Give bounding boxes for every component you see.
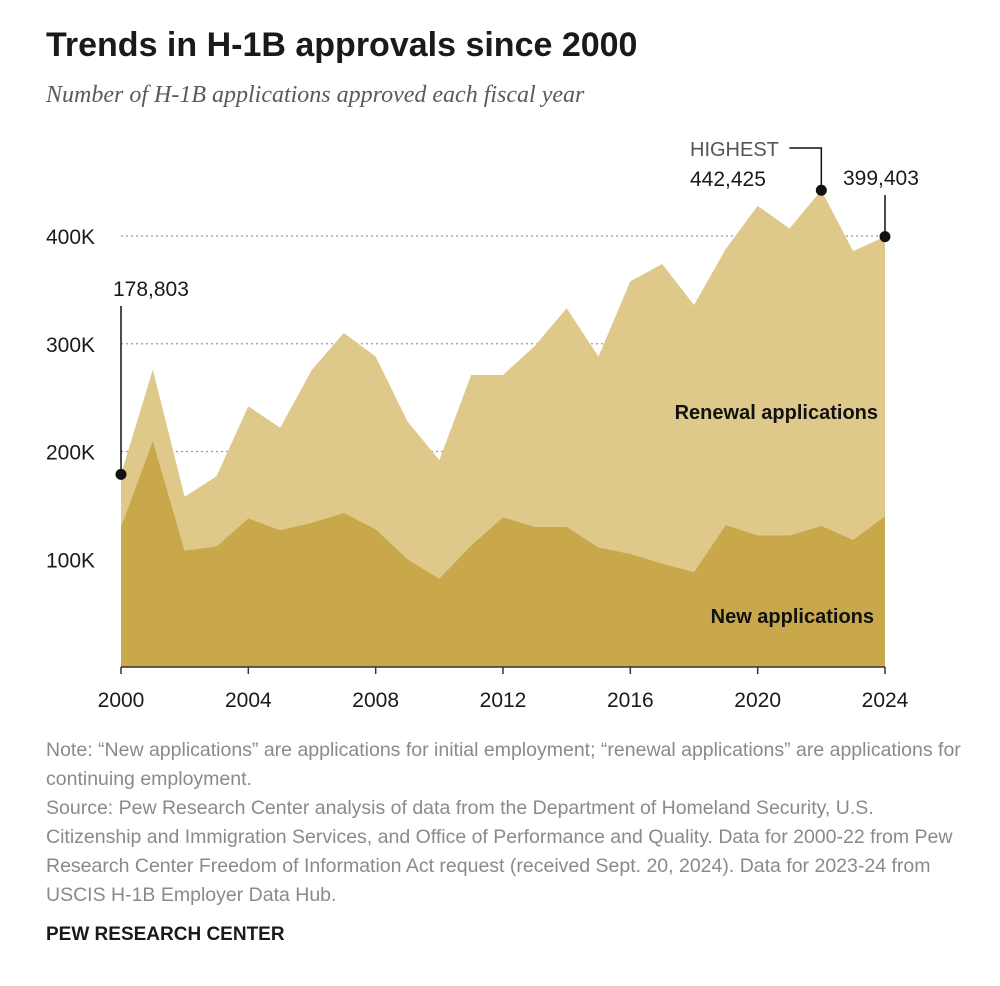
chart-subtitle: Number of H-1B applications approved eac… (46, 82, 585, 108)
chart-title: Trends in H-1B approvals since 2000 (46, 26, 638, 64)
annotation-highest-label: HIGHEST (690, 139, 779, 161)
annotation-dot-2024 (879, 231, 891, 243)
x-tick-label: 2008 (352, 689, 399, 712)
x-tick-label: 2020 (734, 689, 781, 712)
y-tick-label: 400K (46, 226, 95, 249)
label-layer: Renewal applications New applications 178,… (113, 139, 919, 628)
x-tick-label: 2016 (607, 689, 654, 712)
renewal-applications-label: Renewal applications (675, 402, 878, 424)
x-tick-label: 2024 (862, 689, 909, 712)
x-tick-label: 2000 (98, 689, 145, 712)
annotation-leader-2022 (789, 147, 823, 191)
y-tick-label: 100K (46, 549, 95, 572)
brand-logo: PEW RESEARCH CENTER (46, 924, 285, 945)
new-applications-label: New applications (711, 606, 874, 628)
x-tick-label: 2004 (225, 689, 272, 712)
renewal-applications-area (121, 190, 885, 579)
area-layer (121, 190, 885, 667)
note-text: Note: “New applications” are application… (46, 739, 961, 790)
annotation-value-2000: 178,803 (113, 278, 189, 301)
y-tick-label: 200K (46, 442, 95, 465)
annotation-value-2022: 442,425 (690, 168, 766, 191)
annotation-dot-2022 (815, 184, 827, 196)
area-chart: 100K 200K 300K 400K 2000 2004 2008 2012 2016 202… (46, 139, 919, 712)
source-text: Source: Pew Research Center analysis of … (46, 797, 953, 906)
annotation-dot-2000 (115, 468, 127, 480)
chart-notes: Note: “New applications” are application… (46, 736, 966, 910)
y-tick-label: 300K (46, 334, 95, 357)
x-tick-label: 2012 (480, 689, 527, 712)
axis-layer: 2000 2004 2008 2012 2016 2020 2024 (98, 666, 909, 712)
new-applications-area (121, 440, 885, 667)
annotation-value-2024: 399,403 (843, 167, 919, 190)
